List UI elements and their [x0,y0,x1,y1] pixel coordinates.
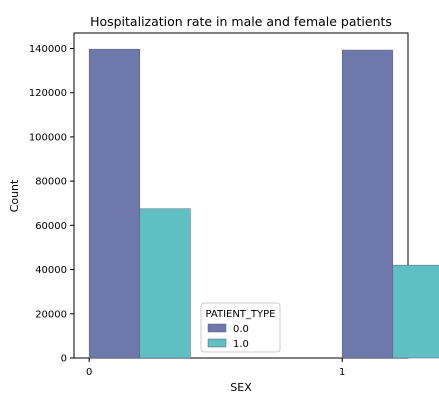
y-tick-label: 20000 [35,309,67,320]
plot-frame [73,32,409,359]
y-axis-ticks: 0 20000 40000 60000 80000 100000 120000 140000 [29,44,74,365]
bar-1-series-1 [392,264,439,359]
legend-label: 1.0 [233,339,249,350]
y-tick-label: 60000 [35,221,67,232]
y-tick-label: 140000 [29,44,67,55]
y-tick-label: 100000 [29,132,67,143]
y-tick-label: 80000 [35,177,67,188]
legend: PATIENT_TYPE 0.01.0 [200,302,281,353]
x-tick-label: 0 [86,367,92,378]
legend-swatch [207,338,227,348]
legend-items: 0.01.0 [207,323,249,350]
y-tick-label: 0 [61,354,67,365]
y-tick-label: 40000 [35,265,67,276]
plot-area [73,32,409,359]
bar-0-series-0 [88,48,141,359]
x-tick-label: 1 [339,367,345,378]
chart-title: Hospitalization rate in male and female … [90,14,392,29]
x-axis-label: SEX [230,381,252,394]
legend-swatch [207,323,227,333]
y-tick-label: 120000 [29,88,67,99]
y-axis-label: Count [8,179,21,212]
legend-label: 0.0 [233,324,249,335]
bar-0-series-1 [139,208,191,359]
bar-1-series-0 [341,49,394,359]
legend-title: PATIENT_TYPE [206,309,276,320]
bars [88,48,439,359]
